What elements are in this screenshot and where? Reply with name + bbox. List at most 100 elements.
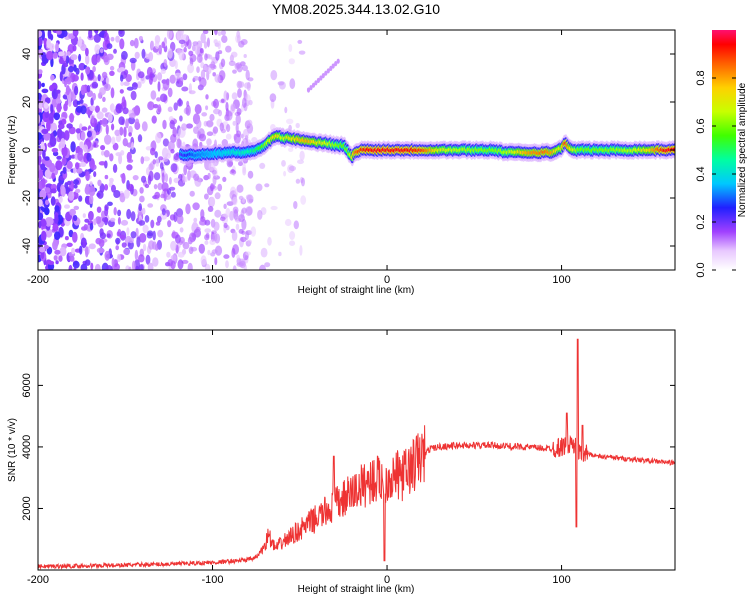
spectrogram-noise-cell [204,228,211,234]
spectrogram-noise-cell [181,123,187,131]
spectrogram-noise-cell [176,214,184,225]
spectrogram-noise-cell [44,169,52,179]
spectrogram-noise-cell [131,260,136,270]
spectrogram-noise-cell [51,188,57,194]
spectrogram-noise-cell [94,44,101,54]
spectrogram-noise-cell [38,102,43,110]
spectrogram-noise-cell [199,47,204,54]
spectrogram-noise-cell [232,244,240,255]
spectrogram-noise-cell [155,158,160,167]
spectrogram-noise-cell [196,53,203,64]
spectrogram-noise-cell [180,43,184,48]
spectrogram-noise-cell [131,141,134,150]
spectrogram-noise-cell [101,71,108,79]
spectrogram-noise-cell [125,118,129,129]
spectrogram-noise-cell [211,249,218,254]
spectrogram-noise-cell [199,77,207,88]
spectrogram-noise-cell [152,257,159,267]
spectrogram-noise-cell [245,194,252,200]
spectrogram-noise-cell [193,217,198,223]
spectrogram-noise-cell [56,103,62,113]
spectrogram-noise-cell [78,62,86,71]
spectrogram-noise-cell [126,164,133,171]
spectrogram-noise-cell [93,171,97,178]
spectrogram-noise-cell [238,195,244,200]
spectrogram-noise-cell [270,70,278,81]
spectrogram-noise-cell [220,216,226,222]
spectrogram-noise-cell [65,55,70,65]
spectrogram-noise-cell [44,97,51,104]
spectrogram-noise-cell [223,254,230,259]
spectrogram-noise-cell [245,206,253,217]
spectrogram-noise-cell [269,93,277,102]
colorbar-ticks: 0.0 0.2 0.4 0.6 0.8 [695,70,736,278]
spectrogram-noise-cell [61,145,68,157]
spectrogram-noise-cell [225,133,232,140]
snr-y-tick-label: 4000 [21,435,33,459]
spectrogram-noise-cell [198,133,207,142]
spectrogram-noise-cell [132,175,139,181]
spectrogram-noise-cell [64,130,70,141]
spectrogram-noise-cell [240,133,244,139]
spectrogram-noise-cell [79,161,87,167]
spectrogram-noise-cell [89,194,94,205]
spectrogram-noise-cell [38,114,41,124]
spectrogram-noise-cell [246,119,253,127]
spectrogram-y-tick-label: -20 [21,190,33,206]
spectrogram-noise-cell [138,264,144,270]
spectrogram-noise-cell [150,40,155,49]
spectrogram-noise-cell [97,190,104,199]
spectrogram-y-tick-label: 20 [21,96,33,108]
spectrogram-noise-cell [267,236,272,246]
colorbar-tick-label: 0.0 [695,262,707,277]
spectrogram-artifact-cell [311,82,316,88]
spectrogram-noise-cell [198,243,205,254]
spectrogram-noise-cell [90,262,94,270]
spectrogram-noise-cell [212,232,218,242]
spectrogram-noise-cell [127,116,136,125]
spectrogram-noise-cell [189,232,196,243]
spectrogram-noise-cell [230,168,235,174]
spectrogram-noise-cell [264,262,271,268]
spectrogram-x-tick-label: -200 [27,274,49,286]
spectrogram-noise-cell [182,73,188,81]
spectrogram-noise-cell [38,69,43,75]
spectrogram-noise-cell [200,216,206,223]
spectrogram-noise-cell [126,227,130,236]
spectrogram-noise-cell [212,175,217,186]
spectrogram-noise-cell [114,129,121,136]
spectrogram-noise-cell [194,44,201,56]
spectrogram-noise-cell [118,116,125,125]
spectrogram-noise-cell [179,227,184,233]
spectrogram-noise-cell [289,165,296,172]
spectrogram-noise-cell [163,190,167,202]
spectrogram-noise-cell [245,69,250,81]
spectrogram-noise-cell [46,120,51,131]
spectrogram-noise-cell [115,237,121,245]
spectrogram-noise-cell [70,154,76,159]
spectrogram-noise-cell [204,234,210,241]
spectrogram-noise-layer [38,30,307,270]
spectrogram-noise-cell [157,104,162,113]
spectrogram-noise-cell [154,40,160,50]
spectrogram-noise-cell [48,112,54,121]
spectrogram-noise-cell [247,170,254,179]
spectrogram-noise-cell [144,215,150,223]
spectrogram-artifact-cell [309,85,313,91]
spectrogram-noise-cell [54,231,61,241]
spectrogram-noise-cell [43,102,49,109]
spectrogram-noise-cell [133,37,139,49]
spectrogram-noise-cell [82,239,86,247]
spectrogram-noise-cell [82,213,86,218]
spectrogram-noise-cell [119,38,125,50]
spectrogram-noise-cell [188,50,194,56]
spectrogram-noise-cell [109,153,114,162]
spectrogram-noise-cell [90,164,97,171]
spectrogram-noise-cell [220,30,226,36]
spectrogram-noise-cell [102,96,106,102]
spectrogram-noise-cell [41,178,46,188]
spectrogram-noise-cell [65,76,72,85]
spectrogram-noise-cell [295,122,300,129]
